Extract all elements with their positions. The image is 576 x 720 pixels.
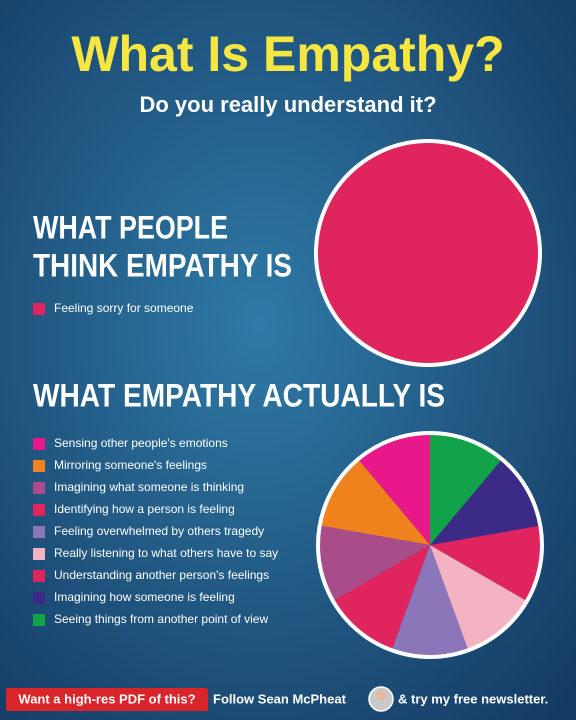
page-subtitle: Do you really understand it?: [139, 92, 436, 117]
pie-slice: [430, 525, 542, 601]
pie-slice: [318, 525, 430, 601]
legend-swatch: [33, 504, 45, 516]
pie-slice: [319, 459, 430, 545]
pie-slice: [316, 141, 540, 365]
legend-label: Understanding another person's feelings: [54, 568, 269, 582]
pie-slice: [430, 459, 541, 545]
legend-swatch: [33, 460, 45, 472]
legend-swatch: [33, 570, 45, 582]
legend-swatch: [33, 548, 45, 560]
footer-cta: Want a high-res PDF of this?: [18, 691, 195, 706]
legend-label: Sensing other people's emotions: [54, 436, 228, 450]
legend-label: Identifying how a person is feeling: [54, 502, 235, 516]
legend-label: Seeing things from another point of view: [54, 612, 268, 626]
pie-slice: [430, 433, 502, 545]
footer-newsletter: & try my free newsletter.: [398, 691, 548, 706]
section-heading: WHAT PEOPLE: [33, 209, 228, 245]
legend-swatch: [33, 482, 45, 494]
legend-label: Feeling overwhelmed by others tragedy: [54, 524, 264, 538]
pie-slice: [391, 545, 469, 657]
legend-swatch: [33, 592, 45, 604]
legend-label: Imagining how someone is feeling: [54, 590, 235, 604]
legend-label: Really listening to what others have to …: [54, 546, 278, 560]
page-title: What Is Empathy?: [71, 26, 504, 82]
legend-swatch: [33, 438, 45, 450]
cta-box: [6, 688, 208, 711]
pie-slice: [333, 545, 430, 651]
legend-label: Imagining what someone is thinking: [54, 480, 244, 494]
pie-slice: [430, 545, 527, 651]
pie-outline: [314, 139, 542, 367]
legend-swatch: [33, 303, 45, 315]
pie-slice: [358, 433, 430, 545]
legend-swatch: [33, 614, 45, 626]
section-heading: WHAT EMPATHY ACTUALLY IS: [33, 377, 445, 413]
footer-follow: Follow Sean McPheat: [213, 691, 347, 706]
legend-label: Mirroring someone's feelings: [54, 458, 207, 472]
avatar-face: [376, 690, 386, 700]
pie-outline: [316, 431, 544, 659]
section-heading: THINK EMPATHY IS: [33, 247, 292, 283]
legend-swatch: [33, 526, 45, 538]
legend-label: Feeling sorry for someone: [54, 301, 194, 315]
